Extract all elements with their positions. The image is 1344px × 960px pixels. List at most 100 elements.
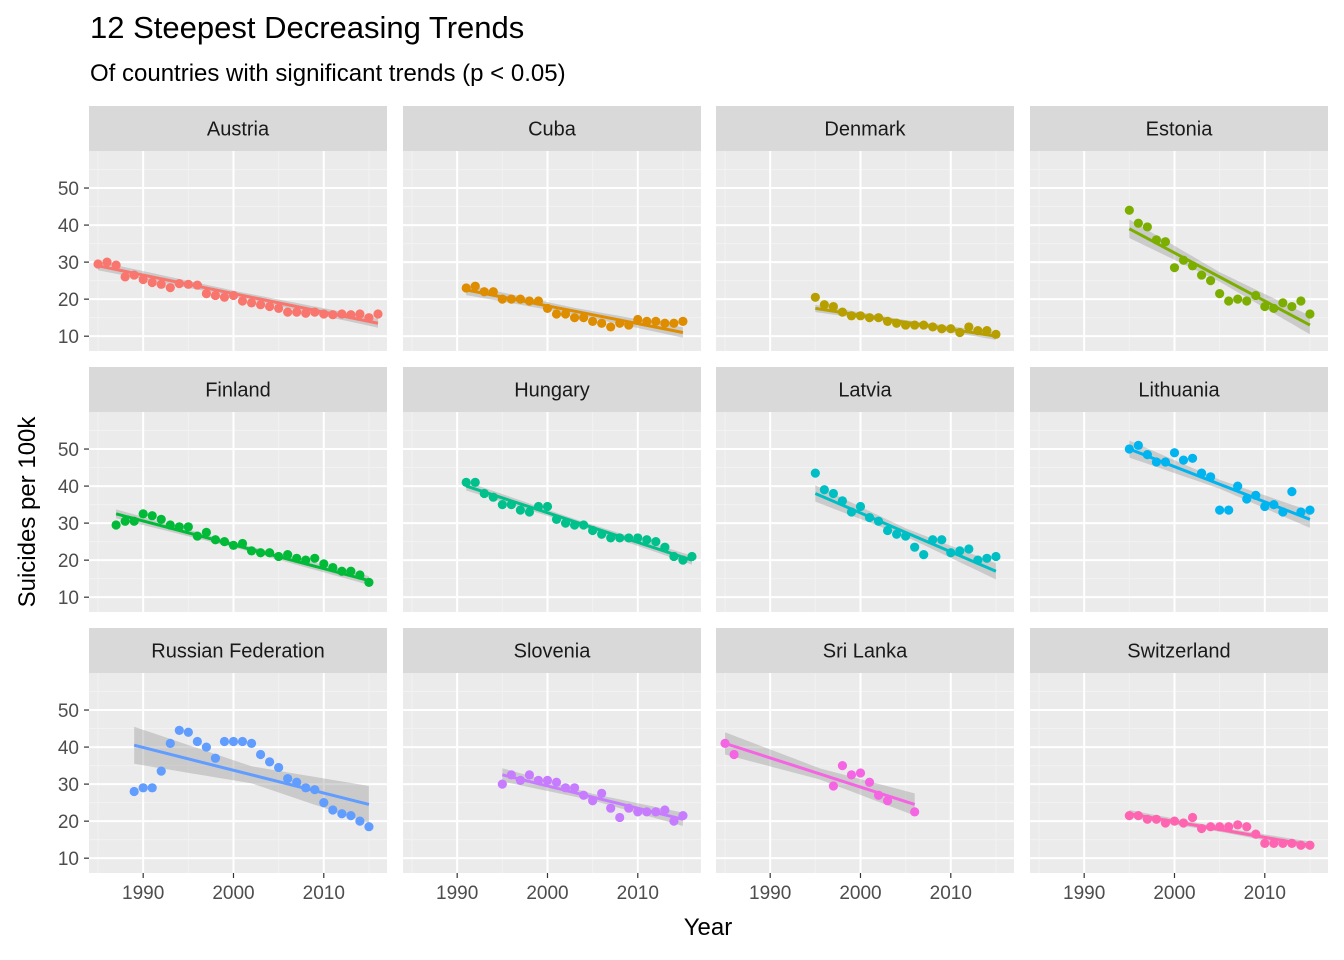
facet-latvia: Latvia [716,367,1014,612]
data-point [147,511,157,521]
x-tick-label: 2000 [212,883,254,904]
facet-strip [89,106,387,151]
y-tick-label: 40 [58,477,79,498]
data-point [1215,505,1225,515]
data-point [892,529,902,539]
trend-line [465,288,684,334]
trend-line [133,743,370,806]
data-point [237,736,248,747]
data-point [810,292,820,302]
trend-line [97,264,379,325]
data-point [569,313,580,323]
data-point [819,300,829,310]
data-point [982,553,992,563]
y-tick-label: 50 [58,701,79,722]
facet-strip-label: Denmark [824,119,906,141]
facet-strip-label: Cuba [528,119,577,141]
data-point [138,783,148,793]
chart-title: 12 Steepest Decreasing Trends [90,10,525,45]
data-point [265,301,275,312]
data-point [283,307,293,317]
y-tick-label: 20 [58,812,79,833]
y-tick-label: 30 [58,775,79,796]
data-point [569,783,580,793]
trend-line [814,492,997,573]
facet-strip [403,628,701,673]
y-tick-label: 10 [58,588,79,609]
data-point [991,551,1001,562]
data-point [255,300,266,310]
data-point [882,796,893,806]
data-point [542,775,553,786]
facet-strip [403,106,701,151]
data-point [1196,270,1207,280]
data-point [1233,820,1243,830]
facet-strip [1030,106,1328,151]
facet-strip-label: Lithuania [1138,380,1220,402]
data-point [819,485,829,495]
data-point [228,736,239,747]
data-point [1215,288,1225,299]
data-point [1233,294,1243,304]
x-tick-label: 2000 [839,883,881,904]
facet-strip [403,367,701,412]
data-point [319,559,329,569]
data-point [255,749,266,760]
facet-hungary: Hungary [403,367,701,612]
trend-line [501,773,684,821]
x-tick-label: 1990 [749,883,791,904]
data-point [319,798,329,808]
data-point [111,520,121,530]
facet-russian-federation: Russian Federation 10 20 30 40 50 1990 2000 2010 [58,628,387,904]
y-tick-label: 20 [58,551,79,572]
y-tick-label: 30 [58,253,79,274]
data-point [1260,301,1270,312]
y-tick-label: 40 [58,216,79,237]
data-point [210,753,221,763]
facet-strip-label: Estonia [1146,119,1214,141]
data-point [1224,505,1234,515]
facet-finland: Finland 10 20 30 40 50 [58,367,387,612]
data-point [1224,822,1234,832]
data-point [560,309,571,319]
data-point [588,316,598,326]
data-point [919,549,929,560]
data-point [129,786,139,797]
data-point [651,316,661,326]
data-point [1287,487,1297,497]
facet-sri-lanka: Sri Lanka 1990 2000 2010 [716,628,1014,904]
data-point [120,516,130,526]
data-point [1178,455,1189,465]
panel-background [89,412,387,612]
data-point [283,773,293,784]
data-point [1142,222,1152,232]
data-point [1305,840,1315,850]
trend-line [465,484,693,562]
data-point [837,760,848,771]
data-point [660,318,670,328]
data-point [1133,440,1143,450]
data-point [937,535,947,545]
facet-strip-label: Russian Federation [151,641,324,663]
data-point [651,537,661,547]
trend-line [724,741,916,806]
facet-slovenia: Slovenia 1990 2000 2010 [403,628,701,904]
data-point [274,762,284,773]
data-point [470,477,480,487]
data-point [597,318,607,328]
data-point [102,257,112,267]
data-point [606,322,616,332]
data-point [183,522,193,532]
facet-strip [89,628,387,673]
data-point [551,777,562,787]
trend-line [1129,812,1311,847]
x-axis-label: Year [683,914,733,941]
data-point [1260,838,1270,848]
data-point [373,309,383,319]
data-point [461,477,471,487]
data-point [1187,453,1198,463]
data-point [328,805,338,815]
data-point [910,807,920,817]
data-point [828,781,838,791]
data-point [1133,218,1143,228]
